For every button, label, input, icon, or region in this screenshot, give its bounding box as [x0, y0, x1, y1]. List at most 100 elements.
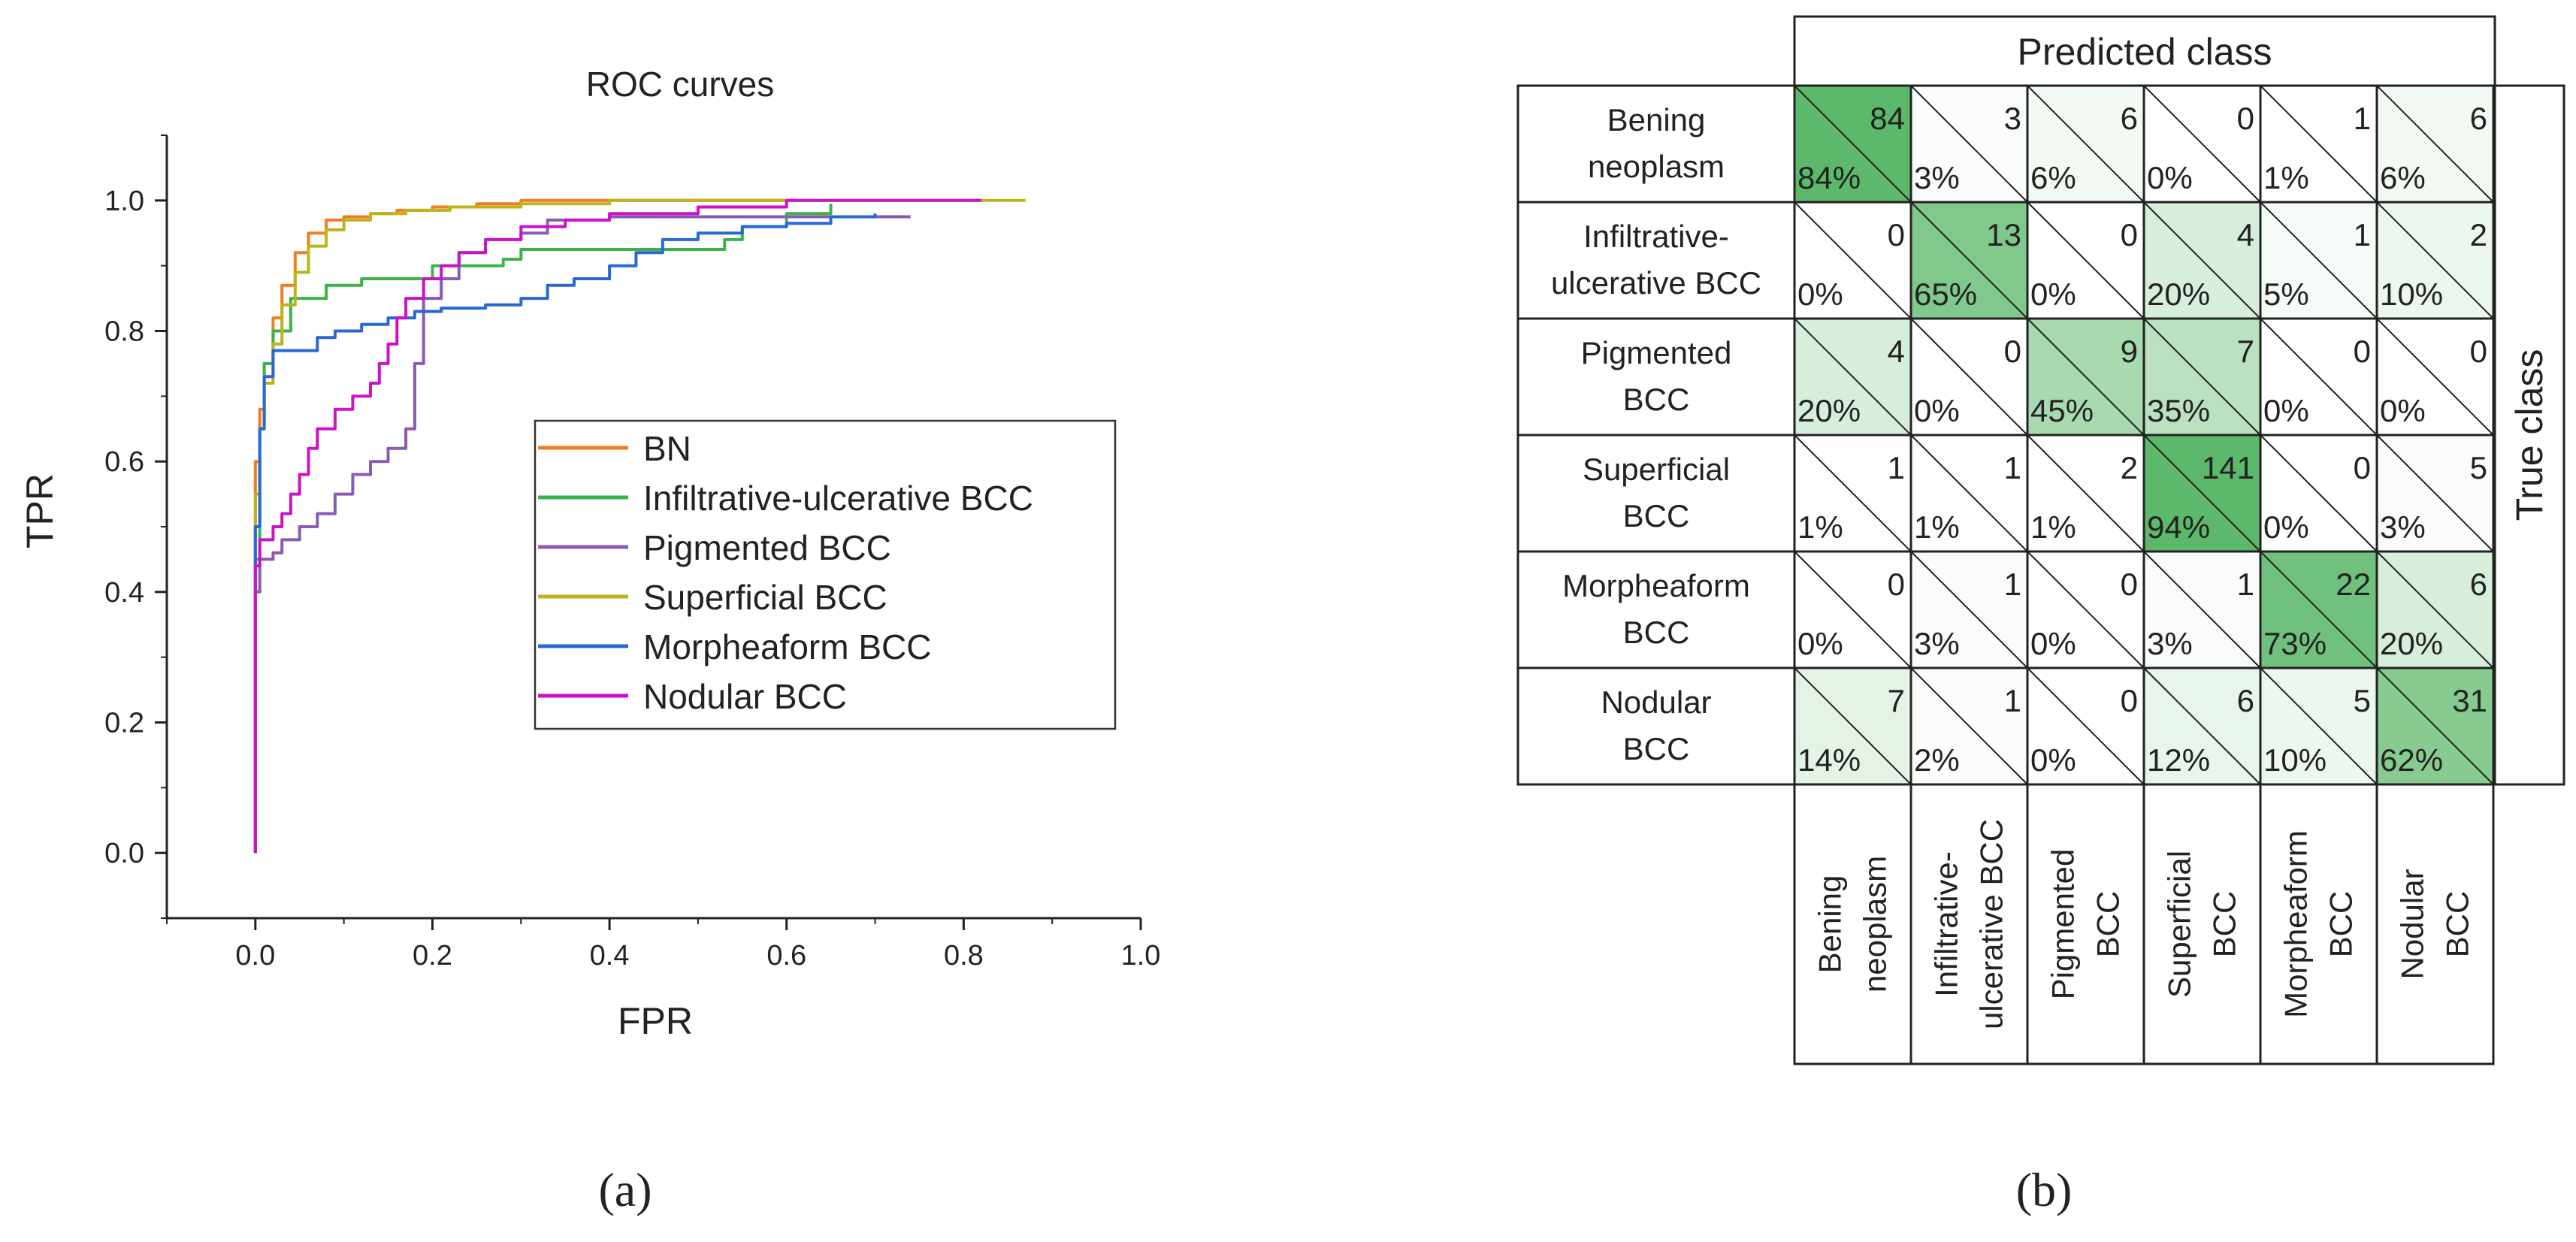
predicted-class-title: Predicted class — [2017, 31, 2272, 73]
cell-percent: 10% — [2263, 742, 2327, 778]
matrix-cell: 7 14% — [1793, 666, 1912, 786]
legend-label: Pigmented BCC — [643, 528, 891, 567]
roc-legend: BN Infiltrative-ulcerative BCC Pigmented B… — [534, 419, 1117, 730]
y-tick-label: 0.4 — [104, 577, 144, 609]
y-tick-label: 0.6 — [104, 446, 144, 478]
confusion-matrix: Predicted class True class Bening neoplas… — [1516, 15, 2565, 1216]
column-label: Superficial — [2162, 851, 2197, 998]
legend-box — [534, 419, 1117, 730]
cell-percent: 5% — [2263, 277, 2309, 312]
column-label-box — [2142, 783, 2262, 1065]
cell-count: 0 — [1888, 567, 1905, 602]
cell-percent: 10% — [2380, 277, 2443, 312]
column-label: BCC — [2440, 891, 2475, 958]
matrix-cell: 5 10% — [2259, 666, 2378, 786]
cell-count: 1 — [2004, 567, 2021, 602]
cell-count: 0 — [2237, 101, 2254, 136]
matrix-cell: 0 0% — [2026, 666, 2145, 786]
matrix-cell: 0 0% — [2026, 201, 2145, 320]
matrix-cells: 8484%33%66%00%11%66%00%1365%00%420%15%21… — [1793, 84, 2495, 786]
cell-count: 5 — [2470, 450, 2487, 485]
roc-line-infiltrative-ulcerative-bcc — [253, 204, 833, 854]
column-label: BCC — [2207, 891, 2242, 958]
cell-count: 0 — [2004, 334, 2021, 369]
cell-percent: 3% — [1914, 160, 1960, 195]
row-label: BCC — [1623, 382, 1690, 417]
cell-count: 2 — [2470, 217, 2487, 252]
matrix-cell: 1 3% — [2142, 550, 2262, 669]
row-label: BCC — [1623, 615, 1690, 650]
column-label: Infiltrative- — [1929, 851, 1964, 997]
cell-count: 1 — [2354, 101, 2371, 136]
column-labels: Bening neoplasm Infiltrative-ulcerative BC… — [1793, 783, 2495, 1065]
matrix-cell: 0 0% — [2259, 434, 2378, 553]
matrix-cell: 6 12% — [2142, 666, 2262, 786]
matrix-cell: 22 73% — [2259, 550, 2378, 669]
matrix-cell: 0 0% — [2142, 84, 2262, 204]
matrix-cell: 4 20% — [1793, 317, 1912, 437]
legend-label: Superficial BCC — [643, 578, 887, 617]
column-label: Morpheaform — [2278, 830, 2314, 1018]
cell-count: 0 — [2470, 334, 2487, 369]
cell-count: 1 — [2004, 450, 2021, 485]
cell-count: 5 — [2354, 683, 2371, 718]
cell-count: 9 — [2121, 334, 2138, 369]
cell-percent: 0% — [2147, 160, 2193, 195]
matrix-cell: 13 65% — [1909, 201, 2029, 320]
cell-count: 0 — [2121, 217, 2138, 252]
cell-percent: 20% — [2147, 277, 2210, 312]
matrix-cell: 0 0% — [2259, 317, 2378, 437]
cell-count: 0 — [1888, 217, 1905, 252]
legend-label: Infiltrative-ulcerative BCC — [643, 479, 1033, 518]
y-tick-label: 0.0 — [104, 838, 144, 869]
matrix-cell: 3 3% — [1909, 84, 2029, 204]
matrix-cell: 31 62% — [2375, 666, 2495, 786]
cell-percent: 6% — [2030, 160, 2076, 195]
cell-count: 1 — [2354, 217, 2371, 252]
cell-percent: 12% — [2147, 742, 2210, 778]
matrix-cell: 6 6% — [2026, 84, 2145, 204]
cell-count: 0 — [2354, 450, 2371, 485]
cell-count: 141 — [2202, 450, 2254, 485]
column-label-box — [1909, 783, 2029, 1065]
column-label: Nodular — [2395, 869, 2430, 979]
roc-line-nodular-bcc — [253, 198, 981, 854]
cell-percent: 1% — [1797, 509, 1843, 545]
cell-percent: 65% — [1914, 277, 1977, 312]
cell-count: 6 — [2470, 101, 2487, 136]
matrix-cell: 0 0% — [2375, 317, 2495, 437]
matrix-cell: 0 0% — [1909, 317, 2029, 437]
cell-count: 3 — [2004, 101, 2021, 136]
matrix-cell: 0 0% — [1793, 201, 1912, 320]
cell-percent: 35% — [2147, 393, 2210, 428]
column-label: BCC — [2091, 891, 2126, 958]
matrix-cell: 6 20% — [2375, 550, 2495, 669]
matrix-cell: 1 2% — [1909, 666, 2029, 786]
matrix-cell: 6 6% — [2375, 84, 2495, 204]
roc-x-ticks: 0.0 0.2 0.4 0.6 0.8 1.0 — [166, 918, 1160, 972]
roc-y-label: TPR — [19, 473, 61, 548]
matrix-cell: 5 3% — [2375, 434, 2495, 553]
column-label: Bening — [1813, 875, 1848, 974]
cell-percent: 20% — [2380, 626, 2443, 661]
column-label: neoplasm — [1858, 856, 1893, 993]
cell-percent: 1% — [1914, 509, 1960, 545]
panel-a-label: (a) — [598, 1163, 652, 1216]
column-label-box — [2259, 783, 2378, 1065]
cell-percent: 0% — [2380, 393, 2426, 428]
y-tick-label: 1.0 — [104, 186, 144, 217]
row-label: Bening — [1607, 102, 1706, 137]
row-label: BCC — [1623, 498, 1690, 533]
column-label-box — [2375, 783, 2495, 1065]
true-class-title: True class — [2508, 349, 2550, 521]
cell-percent: 84% — [1797, 160, 1861, 195]
x-tick-label: 0.6 — [766, 940, 806, 972]
x-tick-label: 0.0 — [235, 940, 275, 972]
row-label: Infiltrative- — [1583, 219, 1729, 254]
row-label: Nodular — [1601, 684, 1711, 720]
cell-percent: 0% — [1797, 277, 1843, 312]
matrix-cell: 0 0% — [1793, 550, 1912, 669]
cell-count: 4 — [1888, 334, 1905, 369]
matrix-cell: 141 94% — [2142, 434, 2262, 553]
